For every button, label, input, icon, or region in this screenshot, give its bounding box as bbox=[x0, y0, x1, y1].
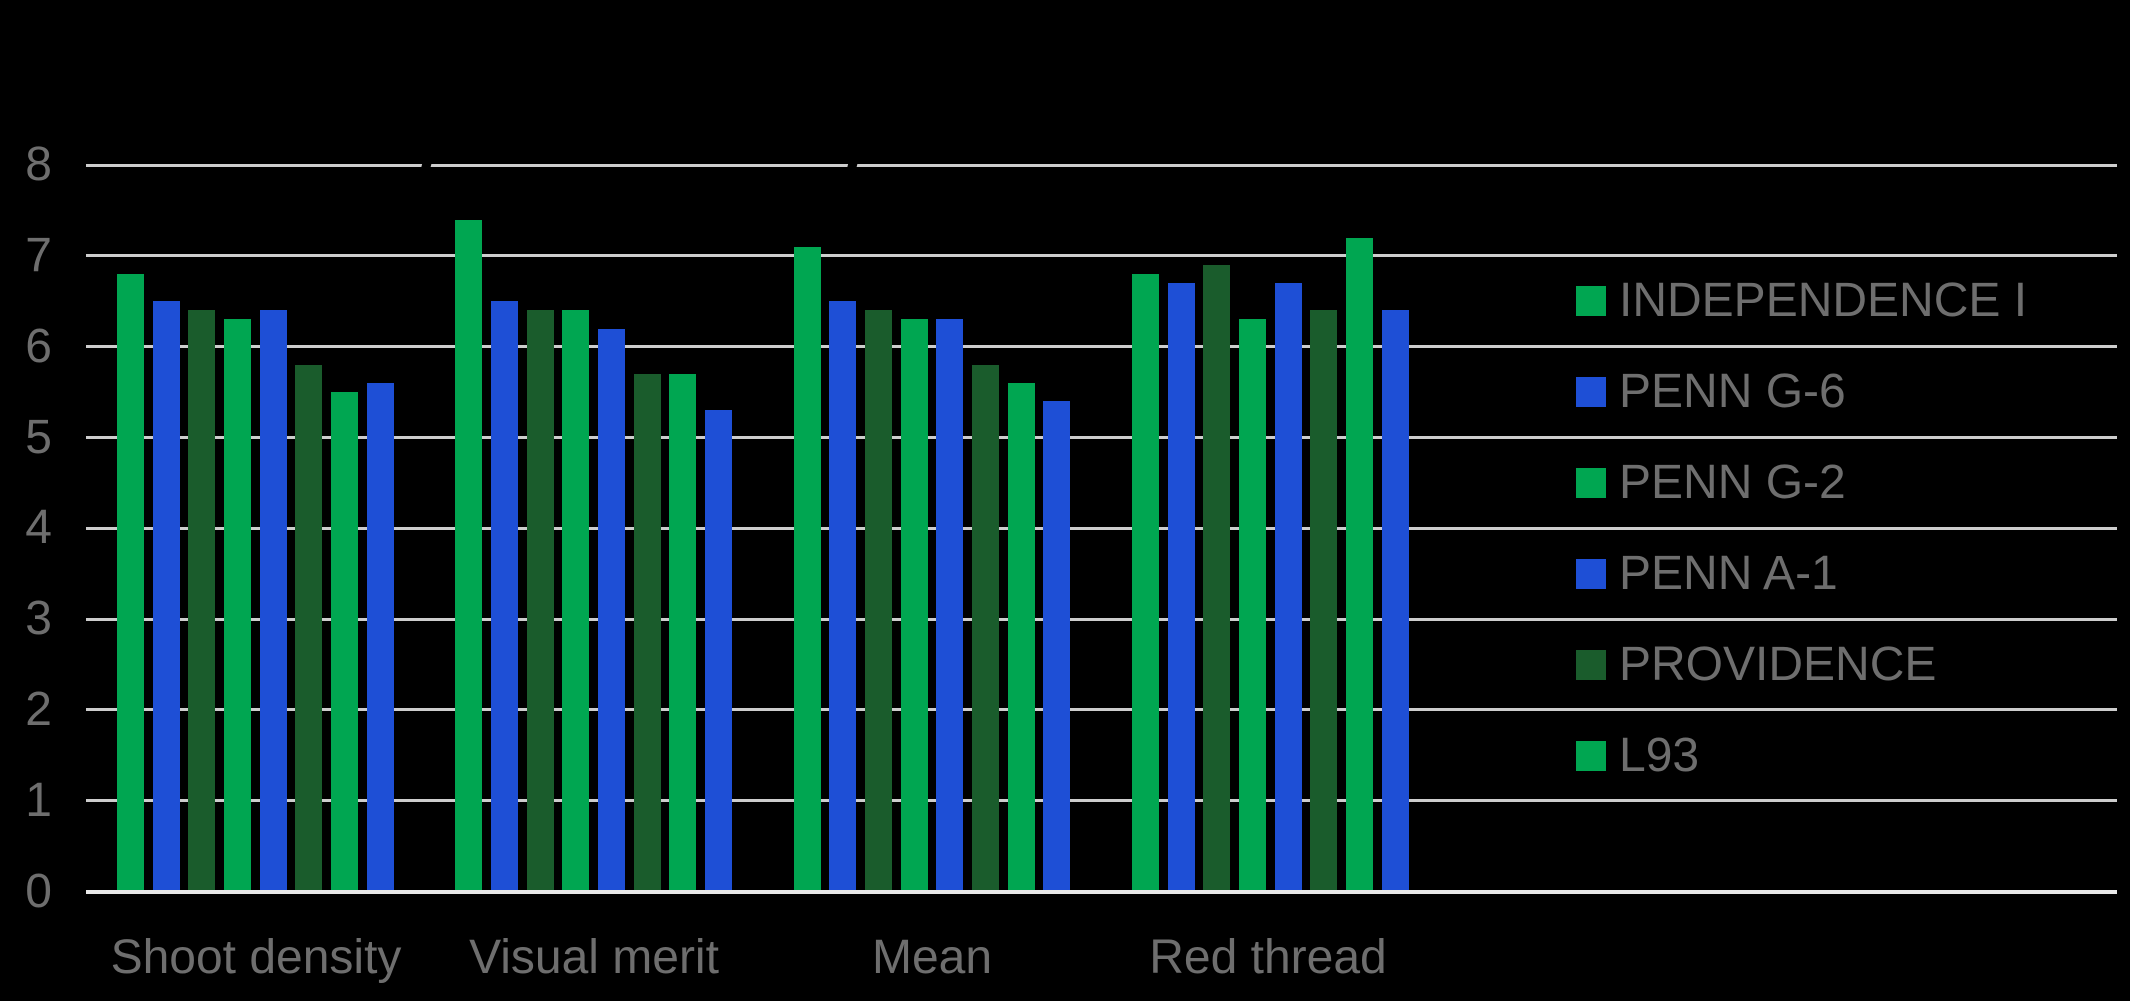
legend-label: PENN G-2 bbox=[1619, 456, 1846, 509]
bar bbox=[900, 319, 928, 892]
legend-swatch bbox=[1576, 650, 1606, 680]
x-axis-label: Visual merit bbox=[469, 931, 719, 984]
legend-swatch bbox=[1576, 468, 1606, 498]
bar bbox=[1007, 383, 1035, 892]
bar bbox=[152, 301, 180, 892]
bar bbox=[1310, 310, 1338, 892]
bar bbox=[597, 328, 625, 892]
bar bbox=[1238, 319, 1266, 892]
bar bbox=[829, 301, 857, 892]
bar bbox=[330, 392, 358, 892]
legend-label: INDEPENDENCE I bbox=[1619, 274, 2028, 327]
y-axis-label: 2 bbox=[25, 682, 52, 736]
bar bbox=[1132, 274, 1159, 892]
bar bbox=[865, 310, 893, 892]
legend-item: INDEPENDENCE I bbox=[1576, 277, 2027, 325]
legend-label: PENN G-6 bbox=[1619, 365, 1846, 418]
legend-item: PENN G-6 bbox=[1576, 368, 1846, 416]
bar bbox=[704, 410, 732, 892]
y-axis-label: 0 bbox=[25, 864, 52, 918]
bar bbox=[1381, 310, 1409, 892]
bar bbox=[936, 319, 964, 892]
bar bbox=[1345, 237, 1373, 892]
bar bbox=[562, 310, 590, 892]
y-axis-label: 1 bbox=[25, 773, 52, 827]
bar bbox=[669, 373, 697, 892]
legend-label: PENN A-1 bbox=[1619, 547, 1838, 600]
bar bbox=[633, 373, 661, 892]
legend-item: PROVIDENCE bbox=[1576, 641, 1936, 689]
x-axis-label: Shoot density bbox=[110, 931, 402, 984]
x-axis-line bbox=[86, 889, 2117, 894]
bar bbox=[793, 246, 821, 892]
gridline bbox=[86, 345, 2117, 349]
y-axis-label: 6 bbox=[25, 319, 52, 373]
legend-swatch bbox=[1576, 377, 1606, 407]
bar bbox=[366, 383, 394, 892]
legend-swatch bbox=[1576, 559, 1606, 589]
gridline bbox=[86, 436, 2117, 439]
bar bbox=[1167, 283, 1195, 892]
bar bbox=[972, 364, 999, 892]
y-axis-label: 5 bbox=[25, 410, 52, 464]
y-axis-label: 3 bbox=[25, 592, 52, 646]
gridline bbox=[86, 799, 2117, 803]
bar bbox=[1043, 401, 1071, 892]
bar bbox=[223, 319, 251, 892]
y-axis-label: 7 bbox=[25, 228, 52, 282]
y-axis-label: 4 bbox=[25, 501, 52, 555]
legend-label: PROVIDENCE bbox=[1619, 638, 1937, 691]
legend-item: PENN A-1 bbox=[1576, 550, 1838, 598]
bar bbox=[526, 310, 554, 892]
bar bbox=[259, 310, 287, 892]
gridline bbox=[86, 163, 2117, 167]
bar bbox=[295, 364, 323, 892]
legend-swatch bbox=[1576, 741, 1606, 771]
y-axis-label: 8 bbox=[25, 138, 52, 192]
bar bbox=[1274, 283, 1302, 892]
x-axis-label: Red thread bbox=[1149, 931, 1387, 984]
bar bbox=[490, 301, 518, 892]
bar bbox=[188, 310, 216, 892]
bar bbox=[117, 274, 144, 892]
gridline bbox=[86, 254, 2117, 258]
legend-item: PENN G-2 bbox=[1576, 459, 1846, 507]
legend-swatch bbox=[1576, 286, 1606, 316]
x-axis-label: Mean bbox=[871, 931, 993, 984]
gridline bbox=[86, 708, 2117, 712]
gridline bbox=[86, 617, 2117, 621]
legend-label: L93 bbox=[1619, 729, 1700, 782]
bar bbox=[455, 219, 483, 892]
legend-item: L93 bbox=[1576, 732, 1699, 780]
bar bbox=[1203, 264, 1231, 892]
gridline bbox=[86, 526, 2117, 530]
